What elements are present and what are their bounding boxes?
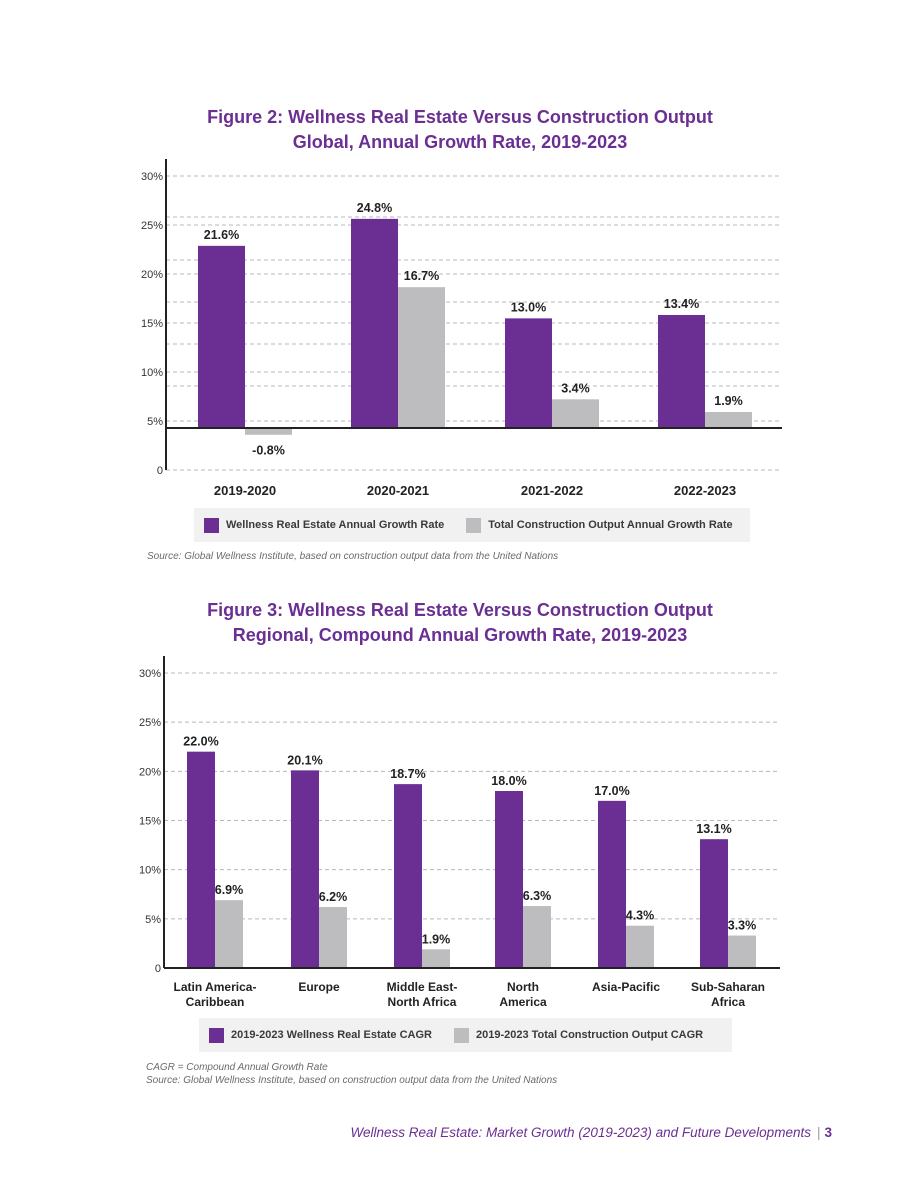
x-tick-label: Latin America- [174, 980, 257, 994]
figure2-source: Source: Global Wellness Institute, based… [147, 551, 559, 562]
y-tick-label: 0 [157, 465, 163, 477]
legend-swatch-gray [466, 517, 482, 533]
x-tick-label: Africa [711, 995, 745, 1009]
legend-swatch-gray [453, 1027, 469, 1043]
legend-swatch-purple [204, 517, 219, 533]
data-label-construction-cagr: 6.2% [319, 890, 348, 904]
x-tick-label: 2019-2020 [214, 483, 276, 498]
y-tick-label: 15% [141, 318, 163, 330]
y-tick-label: 5% [145, 914, 161, 926]
y-tick-label: 20% [139, 766, 161, 778]
data-label-construction: 3.4% [561, 381, 590, 395]
figure3-title-line1: Figure 3: Wellness Real Estate Versus Co… [207, 600, 713, 620]
figure3-legend: 2019-2023 Wellness Real Estate CAGR 2019… [199, 1018, 732, 1052]
legend-item-construction: Total Construction Output Annual Growth … [466, 517, 733, 533]
legend-label-wellness: Wellness Real Estate Annual Growth Rate [226, 519, 445, 531]
data-label-wellness-cagr: 13.1% [696, 822, 731, 836]
x-tick-label: North Africa [388, 995, 457, 1009]
x-tick-label: Caribbean [186, 995, 245, 1009]
legend-label-wellness-cagr: 2019-2023 Wellness Real Estate CAGR [231, 1029, 432, 1041]
y-tick-label: 15% [139, 816, 161, 828]
x-tick-label: 2021-2022 [521, 483, 583, 498]
y-tick-label: 25% [139, 717, 161, 729]
footer-title: Wellness Real Estate: Market Growth (201… [350, 1125, 811, 1140]
figure2-title-line2: Global, Annual Growth Rate, 2019-2023 [292, 132, 628, 152]
bar-construction-cagr-5 [728, 935, 756, 968]
x-tick-label: North [507, 980, 539, 994]
figure2-legend: Wellness Real Estate Annual Growth Rate … [194, 508, 750, 542]
x-tick-label: 2020-2021 [367, 483, 429, 498]
figure3-chart: 0 5% 10% 15% 20% 25% 30% 22.0% 6.9% Latin America… [139, 656, 780, 1009]
x-tick-label: America [499, 995, 547, 1009]
data-label-wellness: 21.6% [204, 228, 239, 242]
data-label-construction: 16.7% [404, 269, 439, 283]
figure2-title: Figure 2: Wellness Real Estate Versus Co… [0, 105, 920, 155]
bar-wellness-2022-2023 [658, 314, 705, 428]
data-label-construction: -0.8% [252, 444, 285, 458]
bar-wellness-2020-2021 [351, 218, 398, 428]
bar-construction-2022-2023 [705, 411, 752, 428]
data-label-construction: 1.9% [714, 394, 743, 408]
bar-construction-2021-2022 [552, 399, 599, 428]
data-label-construction-cagr: 6.3% [523, 889, 552, 903]
data-label-wellness-cagr: 20.1% [287, 753, 322, 767]
data-label-wellness-cagr: 22.0% [183, 735, 218, 749]
y-tick-label: 5% [147, 416, 163, 428]
bar-wellness-2019-2020 [198, 245, 245, 428]
data-label-wellness-cagr: 17.0% [594, 784, 629, 798]
y-tick-label: 25% [141, 220, 163, 232]
page-footer: Wellness Real Estate: Market Growth (201… [350, 1125, 832, 1140]
y-tick-label: 10% [141, 367, 163, 379]
data-label-construction-cagr: 4.3% [626, 909, 655, 923]
bar-construction-2019-2020 [245, 428, 292, 435]
figure3-cagr-note: CAGR = Compound Annual Growth Rate [146, 1062, 328, 1073]
bar-wellness-cagr-1 [291, 770, 319, 968]
legend-label-construction-cagr: 2019-2023 Total Construction Output CAGR [475, 1029, 704, 1041]
bar-wellness-cagr-4 [598, 800, 626, 968]
data-label-wellness: 13.0% [511, 300, 546, 314]
bar-construction-cagr-0 [215, 900, 243, 968]
y-tick-label: 30% [139, 668, 161, 680]
y-tick-label: 30% [141, 171, 163, 183]
legend-swatch-purple [209, 1027, 224, 1043]
bar-construction-cagr-2 [422, 949, 450, 968]
x-tick-label: 2022-2023 [674, 483, 736, 498]
legend-item-wellness-cagr: 2019-2023 Wellness Real Estate CAGR [209, 1027, 432, 1043]
legend-item-wellness: Wellness Real Estate Annual Growth Rate [204, 517, 445, 533]
bar-wellness-2021-2022 [505, 318, 552, 428]
data-label-construction-cagr: 3.3% [728, 919, 757, 933]
bar-construction-2020-2021 [398, 287, 445, 428]
x-tick-label: Sub-Saharan [691, 980, 765, 994]
legend-label-construction: Total Construction Output Annual Growth … [488, 519, 733, 531]
bar-wellness-cagr-3 [495, 791, 523, 968]
y-tick-label: 10% [139, 865, 161, 877]
data-label-construction-cagr: 6.9% [215, 883, 244, 897]
figure3-notes: CAGR = Compound Annual Growth Rate Sourc… [146, 1061, 557, 1087]
data-label-wellness: 24.8% [357, 201, 392, 215]
bar-wellness-cagr-2 [394, 784, 422, 968]
bar-construction-cagr-4 [626, 925, 654, 968]
footer-separator: | [816, 1125, 821, 1140]
bar-wellness-cagr-5 [700, 839, 728, 968]
data-label-wellness-cagr: 18.0% [491, 774, 526, 788]
data-label-wellness-cagr: 18.7% [390, 767, 425, 781]
figure2-chart: 0 5% 10% 15% 20% 25% 30% 21.6% -0.8% 2019-2020 24.… [141, 159, 782, 498]
data-label-wellness: 13.4% [664, 297, 699, 311]
x-tick-label: Europe [298, 980, 340, 994]
data-label-construction-cagr: 1.9% [422, 932, 451, 946]
legend-item-construction-cagr: 2019-2023 Total Construction Output CAGR [453, 1027, 704, 1043]
y-tick-label: 20% [141, 269, 163, 281]
bar-construction-cagr-3 [523, 906, 551, 968]
page-number: 3 [824, 1125, 832, 1140]
bar-construction-cagr-1 [319, 907, 347, 968]
y-tick-label: 0 [155, 963, 161, 975]
figure3-title: Figure 3: Wellness Real Estate Versus Co… [0, 598, 920, 648]
x-tick-label: Middle East- [387, 980, 458, 994]
figure3-source: Source: Global Wellness Institute, based… [146, 1075, 558, 1086]
bar-wellness-cagr-0 [187, 751, 215, 968]
figure2-title-line1: Figure 2: Wellness Real Estate Versus Co… [207, 107, 713, 127]
x-tick-label: Asia-Pacific [592, 980, 660, 994]
figure3-title-line2: Regional, Compound Annual Growth Rate, 2… [232, 625, 688, 645]
